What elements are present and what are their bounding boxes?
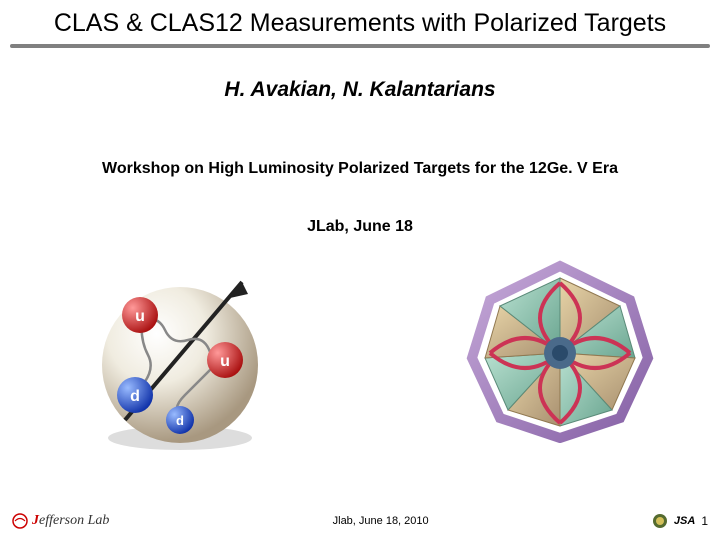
quark-u-1: u xyxy=(122,297,158,333)
footer: Jefferson Lab Jlab, June 18, 2010 JSA 1 xyxy=(12,510,708,532)
jsa-label: JSA xyxy=(674,515,695,527)
page-number: 1 xyxy=(701,514,708,528)
nucleon-svg: u u d d xyxy=(70,260,290,460)
svg-text:d: d xyxy=(130,388,140,405)
quark-d-1: d xyxy=(117,377,153,413)
footer-left: Jefferson Lab xyxy=(12,513,109,529)
seal-icon xyxy=(652,513,668,529)
workshop-line: Workshop on High Luminosity Polarized Ta… xyxy=(0,160,720,178)
slide-title: CLAS & CLAS12 Measurements with Polarize… xyxy=(10,8,710,38)
location-line: JLab, June 18 xyxy=(0,218,720,236)
detector-core-inner xyxy=(552,345,568,361)
detector-svg xyxy=(460,258,660,443)
footer-date: Jlab, June 18, 2010 xyxy=(109,515,652,527)
authors-line: H. Avakian, N. Kalantarians xyxy=(0,78,720,102)
footer-right: JSA 1 xyxy=(652,513,708,529)
lab-logo-icon xyxy=(12,513,28,529)
quark-d-2: d xyxy=(166,406,194,434)
svg-text:u: u xyxy=(135,308,145,325)
svg-text:d: d xyxy=(176,413,184,428)
svg-text:u: u xyxy=(220,353,230,370)
slide: CLAS & CLAS12 Measurements with Polarize… xyxy=(0,0,720,540)
figure-nucleon: u u d d xyxy=(70,260,290,440)
figure-detector xyxy=(460,258,660,443)
title-underline xyxy=(10,44,710,48)
title-block: CLAS & CLAS12 Measurements with Polarize… xyxy=(10,8,710,48)
quark-u-2: u xyxy=(207,342,243,378)
lab-name: Jefferson Lab xyxy=(32,513,109,529)
